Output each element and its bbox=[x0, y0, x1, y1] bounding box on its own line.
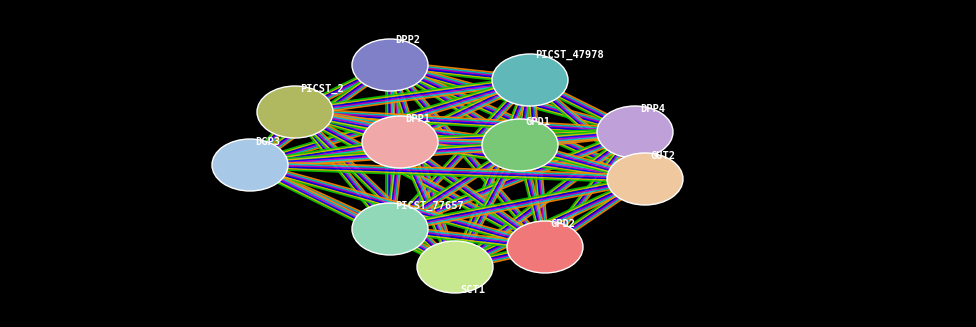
Ellipse shape bbox=[257, 86, 333, 138]
Text: GPD1: GPD1 bbox=[525, 117, 550, 127]
Text: DGP3: DGP3 bbox=[255, 137, 280, 147]
Ellipse shape bbox=[492, 54, 568, 106]
Text: PICST_2: PICST_2 bbox=[300, 84, 344, 94]
Text: SCT1: SCT1 bbox=[460, 285, 485, 295]
Text: DPP1: DPP1 bbox=[405, 114, 430, 124]
Ellipse shape bbox=[417, 241, 493, 293]
Text: PICST_77657: PICST_77657 bbox=[395, 201, 464, 211]
Text: DPP4: DPP4 bbox=[640, 104, 665, 114]
Ellipse shape bbox=[362, 116, 438, 168]
Text: GUT2: GUT2 bbox=[650, 151, 675, 161]
Ellipse shape bbox=[352, 203, 428, 255]
Text: PICST_47978: PICST_47978 bbox=[535, 50, 604, 60]
Ellipse shape bbox=[507, 221, 583, 273]
Ellipse shape bbox=[212, 139, 288, 191]
Ellipse shape bbox=[607, 153, 683, 205]
Text: DPP2: DPP2 bbox=[395, 35, 420, 45]
Ellipse shape bbox=[352, 39, 428, 91]
Ellipse shape bbox=[597, 106, 673, 158]
Ellipse shape bbox=[482, 119, 558, 171]
Text: GPD2: GPD2 bbox=[550, 219, 575, 229]
